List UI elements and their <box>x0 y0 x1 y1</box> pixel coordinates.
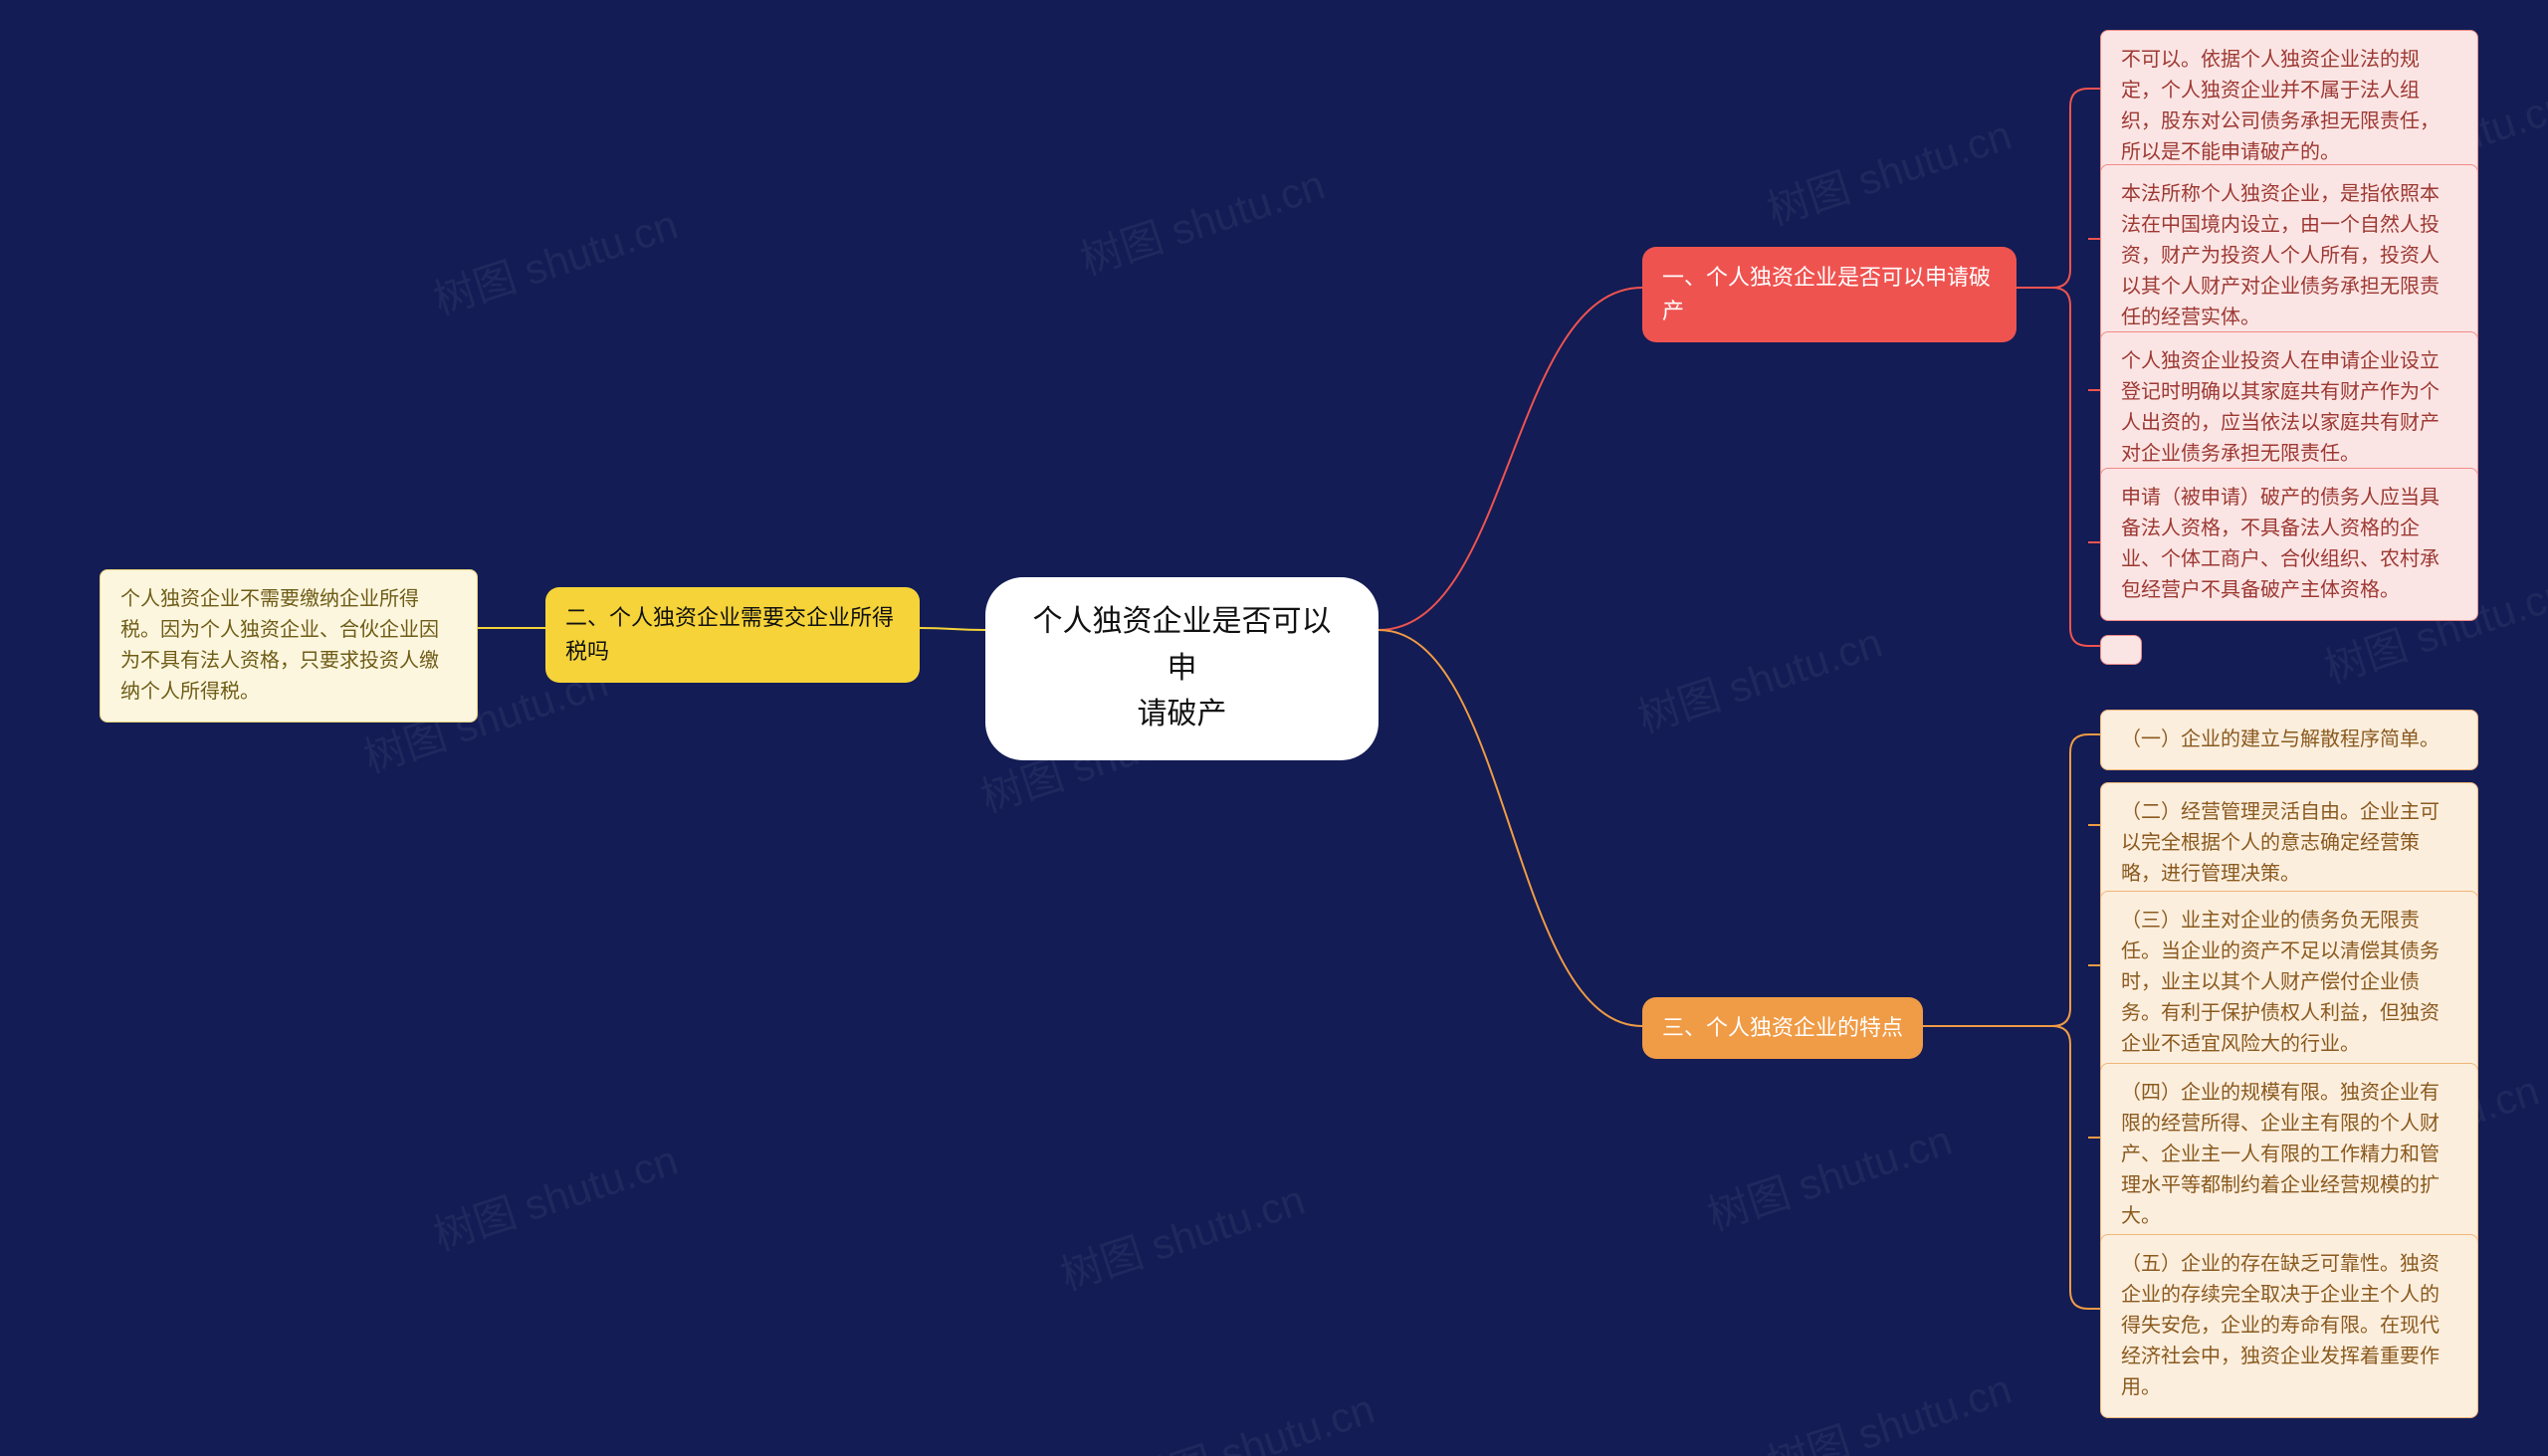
leaf-b3-4: （五）企业的存在缺乏可靠性。独资企业的存续完全取决于企业主个人的得失安危，企业的… <box>2100 1234 2478 1418</box>
leaf-b1-3: 申请（被申请）破产的债务人应当具备法人资格，不具备法人资格的企业、个体工商户、合… <box>2100 468 2478 621</box>
branch-b1-label: 一、个人独资企业是否可以申请破 产 <box>1662 265 1991 323</box>
watermark: 树图 shutu.cn <box>1122 1375 1381 1456</box>
leaf-b3-2-label: （三）业主对企业的债务负无限责任。当企业的资产不足以清偿其债务时，业主以其个人财… <box>2121 910 2440 1055</box>
leaf-b2-0: 个人独资企业不需要缴纳企业所得税。因为个人独资企业、合伙企业因为不具有法人资格，… <box>100 569 478 723</box>
bracket <box>2044 89 2088 646</box>
leaf-b3-4-label: （五）企业的存在缺乏可靠性。独资企业的存续完全取决于企业主个人的得失安危，企业的… <box>2121 1253 2440 1398</box>
branch-b2-label: 二、个人独资企业需要交企业所得 税吗 <box>565 605 894 664</box>
center-node-label: 个人独资企业是否可以申 请破产 <box>1033 605 1332 730</box>
leaf-b1-3-label: 申请（被申请）破产的债务人应当具备法人资格，不具备法人资格的企业、个体工商户、合… <box>2121 487 2440 601</box>
mindmap-canvas: 树图 shutu.cn 树图 shutu.cn 树图 shutu.cn 树图 shut… <box>0 0 2548 1456</box>
leaf-b1-0-label: 不可以。依据个人独资企业法的规定，个人独资企业并不属于法人组织，股东对公司债务承… <box>2121 49 2440 163</box>
watermark: 树图 shutu.cn <box>1759 1355 2018 1456</box>
leaf-b3-3-label: （四）企业的规模有限。独资企业有限的经营所得、企业主有限的个人财产、企业主一人有… <box>2121 1082 2440 1227</box>
edge <box>1379 288 1642 630</box>
leaf-b1-2: 个人独资企业投资人在申请企业设立登记时明确以其家庭共有财产作为个人出资的，应当依… <box>2100 331 2478 485</box>
leaf-b3-0: （一）企业的建立与解散程序简单。 <box>2100 710 2478 770</box>
leaf-b1-4 <box>2100 635 2142 665</box>
leaf-b3-0-label: （一）企业的建立与解散程序简单。 <box>2121 728 2440 750</box>
watermark: 树图 shutu.cn <box>425 1127 685 1263</box>
leaf-b3-1: （二）经营管理灵活自由。企业主可以完全根据个人的意志确定经营策略，进行管理决策。 <box>2100 782 2478 905</box>
leaf-b1-2-label: 个人独资企业投资人在申请企业设立登记时明确以其家庭共有财产作为个人出资的，应当依… <box>2121 350 2440 465</box>
watermark: 树图 shutu.cn <box>1629 609 1889 745</box>
watermark: 树图 shutu.cn <box>1052 1166 1312 1303</box>
branch-b3: 三、个人独资企业的特点 <box>1642 997 1923 1059</box>
leaf-b3-3: （四）企业的规模有限。独资企业有限的经营所得、企业主有限的个人财产、企业主一人有… <box>2100 1063 2478 1247</box>
leaf-b1-0: 不可以。依据个人独资企业法的规定，个人独资企业并不属于法人组织，股东对公司债务承… <box>2100 30 2478 183</box>
edge <box>1379 630 1642 1026</box>
watermark: 树图 shutu.cn <box>1072 151 1332 288</box>
watermark: 树图 shutu.cn <box>425 191 685 327</box>
edge <box>920 628 985 630</box>
bracket <box>2044 734 2088 1309</box>
watermark: 树图 shutu.cn <box>1699 1107 1959 1243</box>
leaf-b1-1-label: 本法所称个人独资企业，是指依照本法在中国境内设立，由一个自然人投资，财产为投资人… <box>2121 183 2440 328</box>
branch-b1: 一、个人独资企业是否可以申请破 产 <box>1642 247 2017 342</box>
center-node: 个人独资企业是否可以申 请破产 <box>985 577 1379 760</box>
leaf-b2-0-label: 个人独资企业不需要缴纳企业所得税。因为个人独资企业、合伙企业因为不具有法人资格，… <box>120 588 439 703</box>
branch-b2: 二、个人独资企业需要交企业所得 税吗 <box>545 587 920 683</box>
leaf-b3-1-label: （二）经营管理灵活自由。企业主可以完全根据个人的意志确定经营策略，进行管理决策。 <box>2121 801 2440 885</box>
branch-b3-label: 三、个人独资企业的特点 <box>1662 1015 1903 1040</box>
leaf-b3-2: （三）业主对企业的债务负无限责任。当企业的资产不足以清偿其债务时，业主以其个人财… <box>2100 891 2478 1075</box>
leaf-b1-1: 本法所称个人独资企业，是指依照本法在中国境内设立，由一个自然人投资，财产为投资人… <box>2100 164 2478 348</box>
watermark: 树图 shutu.cn <box>1759 102 2018 238</box>
